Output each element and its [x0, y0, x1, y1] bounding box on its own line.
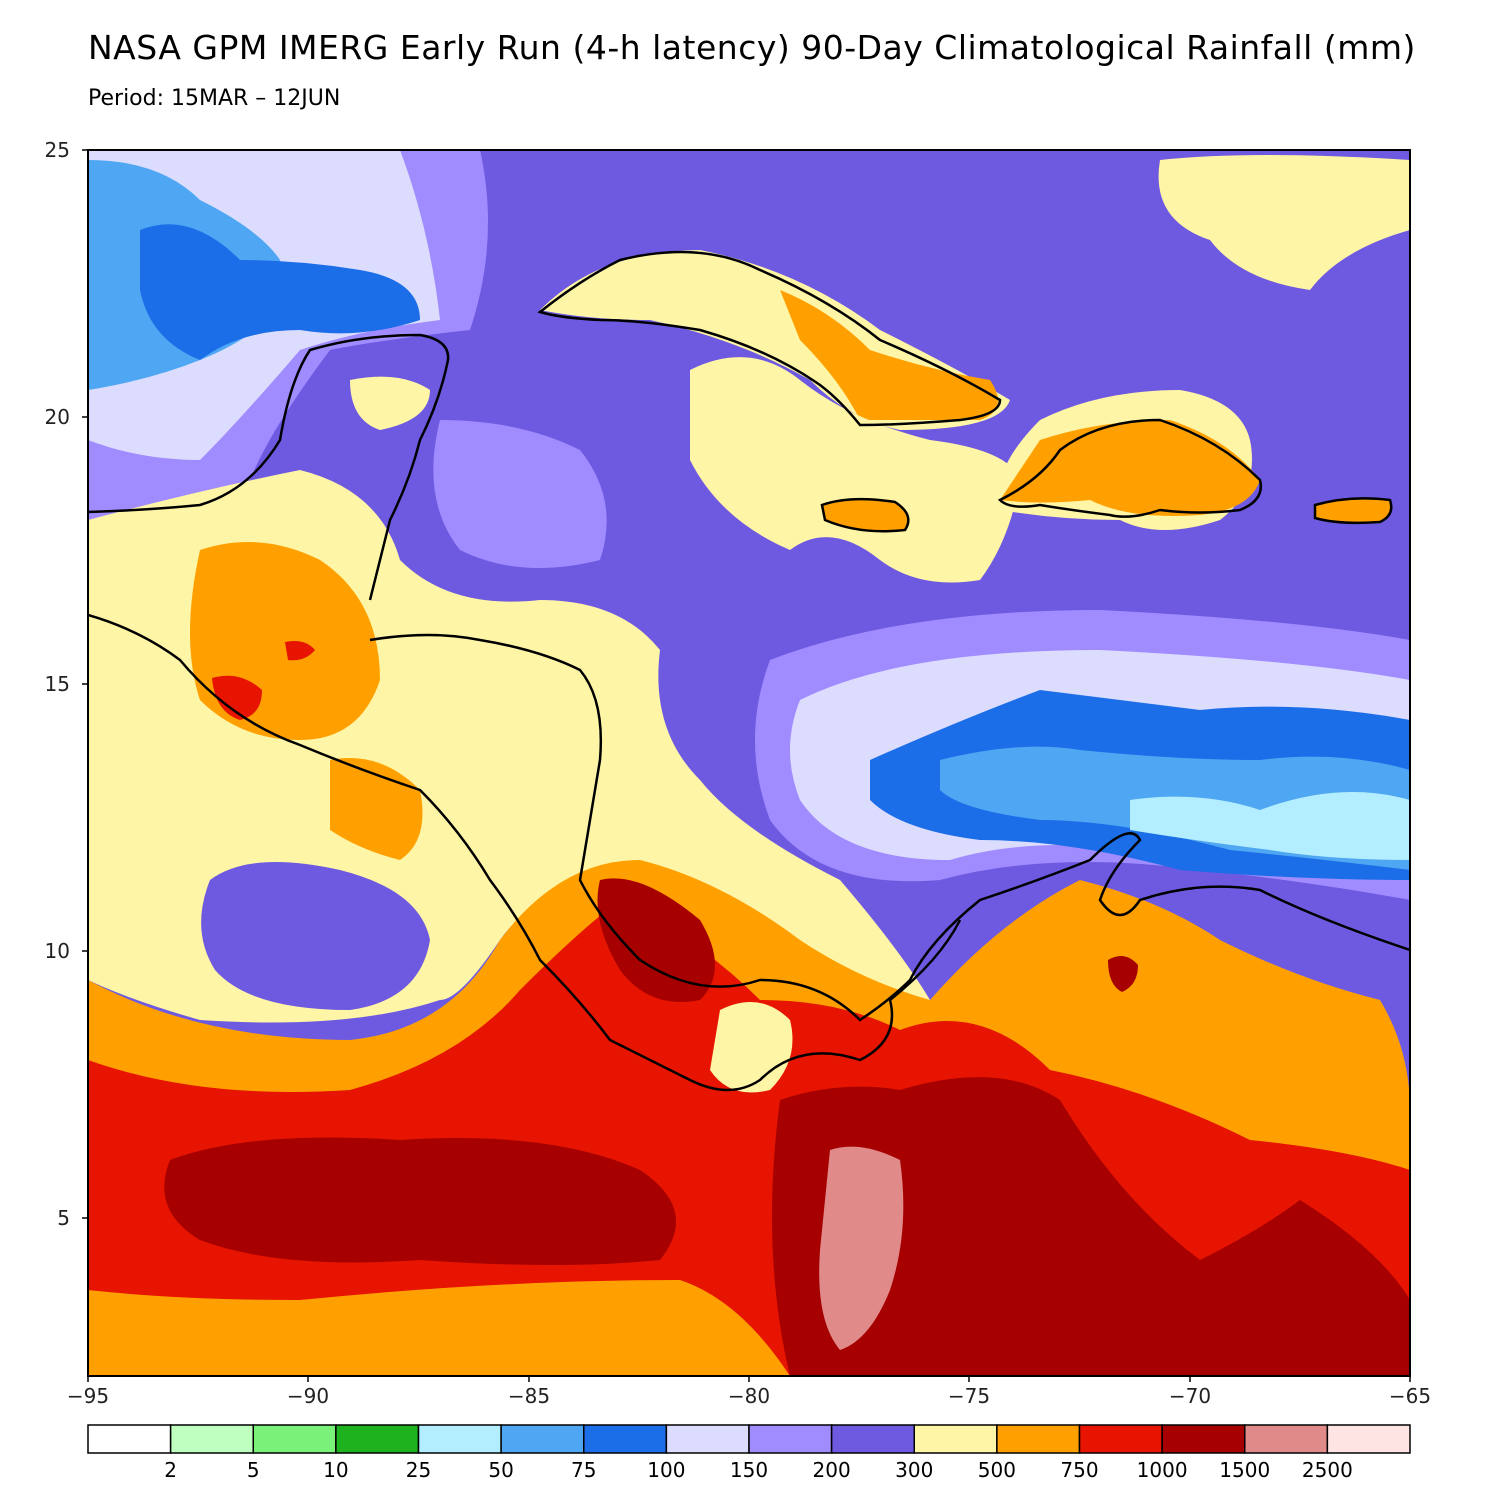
- colorbar-label: 75: [571, 1458, 596, 1482]
- colorbar-swatch: [87, 1424, 172, 1454]
- colorbar-label: 5: [247, 1458, 260, 1482]
- colorbar-swatch: [1161, 1424, 1246, 1454]
- lon-tick-label: −80: [728, 1384, 770, 1408]
- field-ne-500: [1158, 155, 1410, 290]
- coast-ca-caribbean: [369, 633, 1410, 1022]
- colorbar-label: 500: [978, 1458, 1016, 1482]
- field-yucatan-500: [350, 376, 430, 430]
- colorbar-swatch: [583, 1424, 668, 1454]
- lon-tick-label: −95: [67, 1384, 109, 1408]
- field-colombia-1500: [772, 1077, 1410, 1376]
- colorbar-label: 1000: [1137, 1458, 1188, 1482]
- lon-tick-label: −85: [508, 1384, 550, 1408]
- field-cuba-750: [780, 290, 998, 420]
- lat-tick-label: 20: [45, 405, 70, 429]
- colorbar-swatch: [1244, 1424, 1329, 1454]
- colorbar-label: 1500: [1219, 1458, 1270, 1482]
- field-colombia-2500: [819, 1146, 904, 1350]
- field-guat-1000a: [212, 675, 262, 720]
- colorbar-swatch: [252, 1424, 337, 1454]
- field-hisp-750: [1000, 420, 1260, 516]
- field-maracaibo-1500: [1108, 956, 1138, 992]
- field-jamaica-750: [822, 498, 908, 532]
- colorbar-label: 150: [730, 1458, 768, 1482]
- colorbar-swatch: [913, 1424, 998, 1454]
- colorbar-label: 50: [488, 1458, 513, 1482]
- lat-tick-label: 15: [45, 672, 70, 696]
- colorbar-swatch: [417, 1424, 502, 1454]
- colorbar-label: 2500: [1302, 1458, 1353, 1482]
- coast-hispaniola: [997, 418, 1263, 518]
- colorbar-swatch: [830, 1424, 915, 1454]
- colorbar-swatch: [996, 1424, 1081, 1454]
- colorbar-label: 100: [647, 1458, 685, 1482]
- colorbar-label: 2: [164, 1458, 177, 1482]
- coast-puertorico: [1313, 497, 1393, 525]
- field-gulf-100: [140, 224, 420, 360]
- map-title: NASA GPM IMERG Early Run (4-h latency) 9…: [88, 28, 1416, 67]
- colorbar-label: 200: [813, 1458, 851, 1482]
- coast-mexico-gulf: [88, 333, 450, 601]
- colorbar-label: 10: [323, 1458, 348, 1482]
- period-subtitle: Period: 15MAR – 12JUN: [88, 86, 341, 111]
- colorbar-swatch: [1326, 1424, 1411, 1454]
- lat-tick-label: 10: [45, 939, 70, 963]
- field-jamaica-500: [690, 357, 1020, 583]
- lon-tick-label: −65: [1389, 1384, 1431, 1408]
- coast-cuba: [537, 250, 1002, 427]
- lat-tick-label: 5: [57, 1206, 70, 1230]
- colorbar-swatch: [1078, 1424, 1163, 1454]
- colorbar-label: 750: [1060, 1458, 1098, 1482]
- coastlines: [88, 250, 1410, 1092]
- colorbar-swatch: [748, 1424, 833, 1454]
- lon-tick-label: −90: [287, 1384, 329, 1408]
- field-pacific-300: [201, 862, 430, 1010]
- colorbar-swatch: [169, 1424, 254, 1454]
- rainfall-field: [88, 150, 1410, 1376]
- coast-jamaica: [820, 497, 910, 533]
- field-pr-750: [1315, 498, 1392, 523]
- field-south-1500: [164, 1137, 676, 1265]
- field-costarica-1500: [597, 878, 715, 1002]
- lat-tick-label: 25: [45, 138, 70, 162]
- field-scarib-50: [1130, 792, 1410, 860]
- lon-tick-label: −70: [1169, 1384, 1211, 1408]
- lon-axis: [87, 1376, 1411, 1382]
- field-carib-200: [433, 420, 607, 568]
- colorbar-swatch: [665, 1424, 750, 1454]
- colorbar-swatch: [335, 1424, 420, 1454]
- field-guat-1000b: [285, 641, 315, 661]
- colorbar-label: 25: [406, 1458, 431, 1482]
- colorbar-label: 300: [895, 1458, 933, 1482]
- lat-axis: [82, 149, 88, 1219]
- colorbar-swatch: [500, 1424, 585, 1454]
- lon-tick-label: −75: [948, 1384, 990, 1408]
- colorbar: 2 5 10 25 50 75 100 150 200 300 500 750 1000 1500 2500: [87, 1424, 1411, 1482]
- coast-ca-pacific: [88, 613, 962, 1092]
